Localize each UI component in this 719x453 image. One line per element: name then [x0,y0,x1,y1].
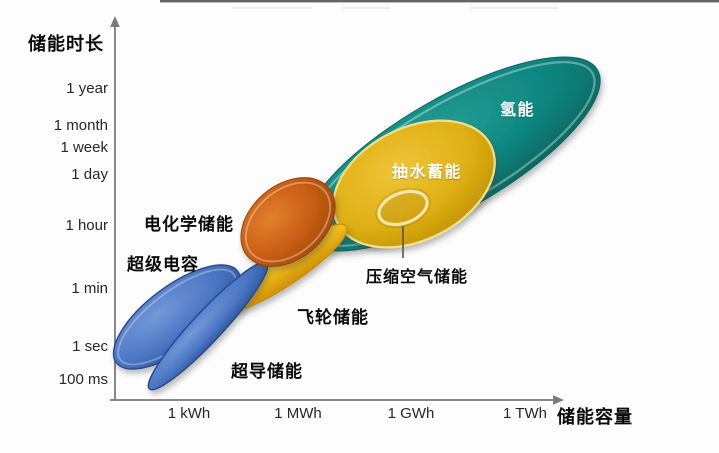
x-axis-arrow-icon [553,395,564,405]
x-tick-1kwh: 1 kWh [167,405,211,422]
y-tick-100ms: 100 ms [58,371,108,388]
x-tick-1mwh: 1 MWh [274,405,322,422]
hydrogen-label: 氢能 [500,102,536,119]
supercapacitor-label: 超级电容 [127,255,199,274]
y-tick-1min: 1 min [71,280,108,297]
superconducting-label: 超导储能 [231,362,303,381]
y-axis-title: 储能时长 [28,34,104,54]
y-tick-1year: 1 year [66,80,108,97]
electrochemical-label: 电化学储能 [144,215,234,234]
y-tick-1day: 1 day [71,166,108,183]
axes [110,26,554,401]
faint-top-smudge [232,7,558,9]
cropped-title-edge [160,0,719,3]
y-tick-1week: 1 week [60,139,108,156]
pumped-hydro-label: 抽水蓄能 [392,164,463,181]
x-tick-1gwh: 1 GWh [387,405,435,422]
y-tick-1sec: 1 sec [72,338,108,355]
x-tick-1twh: 1 TWh [503,405,547,422]
pumped-hydro-ellipse [332,119,496,249]
compressed-air-ellipse [375,187,431,229]
y-tick-1month: 1 month [53,117,108,134]
electrochemical-ellipse [240,177,336,267]
y-tick-1hour: 1 hour [65,217,108,234]
x-axis-title: 储能容量 [557,407,633,427]
y-axis-arrow-icon [110,16,120,27]
compressed-air-label: 压缩空气储能 [366,269,469,286]
flywheel-label: 飞轮储能 [297,308,369,327]
